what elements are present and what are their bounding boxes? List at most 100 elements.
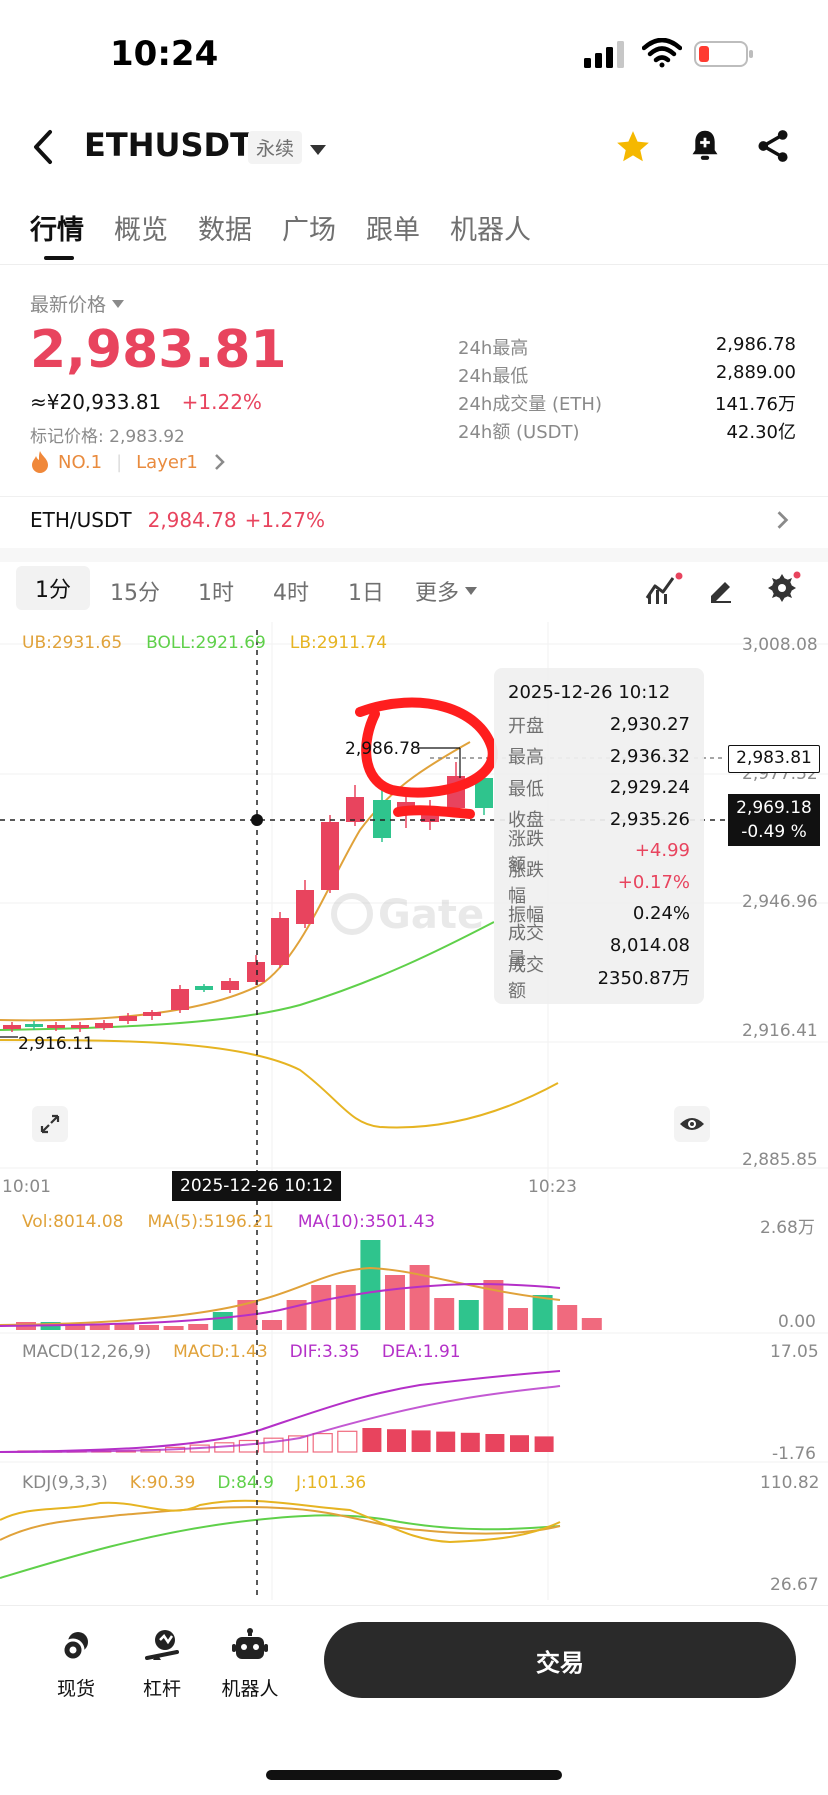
stat-value: 2,889.00	[715, 362, 796, 383]
contract-badge[interactable]: 永续	[248, 131, 303, 164]
candle-body	[373, 800, 391, 838]
tabs-divider	[0, 264, 828, 265]
visibility-eye-icon[interactable]	[674, 1106, 710, 1142]
stat-value: 2,986.78	[715, 334, 796, 355]
volume-bar	[557, 1305, 578, 1330]
timeframe-1d[interactable]: 1日	[348, 581, 384, 606]
nav-margin[interactable]: 杠杆	[134, 1628, 190, 1701]
volume-bar	[262, 1320, 282, 1330]
stat-row: 24h成交量 (ETH) 141.76万	[458, 390, 796, 418]
tooltip-row: 涨跌额 +4.99	[508, 829, 690, 876]
candle-body	[321, 822, 339, 890]
trade-button[interactable]: 交易	[324, 1622, 796, 1698]
crosshair-dot	[251, 814, 263, 826]
price-axis-label: 2,885.85	[742, 1150, 818, 1170]
volume-bar	[532, 1295, 553, 1330]
candle-body	[95, 1023, 113, 1028]
kdj-axis-top: 110.82	[760, 1473, 820, 1493]
cursor-price-tag: 2,969.18 -0.49 %	[728, 794, 820, 846]
tab-copy-trade[interactable]: 跟单	[366, 215, 420, 246]
gate-watermark-logo: Gate	[331, 892, 484, 938]
timeframe-4h[interactable]: 4时	[273, 581, 309, 606]
timeframe-1h[interactable]: 1时	[198, 581, 234, 606]
fullscreen-expand-icon[interactable]	[32, 1106, 68, 1142]
margin-leverage-icon	[145, 1630, 179, 1660]
timeframe-more[interactable]: 更多	[415, 575, 478, 607]
macd-histogram-bar	[362, 1428, 382, 1452]
symbol-dropdown-icon[interactable]	[309, 141, 327, 160]
macd-title: MACD(12,26,9)	[22, 1342, 152, 1362]
section-divider	[0, 496, 828, 497]
tooltip-value: +0.17%	[617, 871, 690, 893]
stat-label: 24h最高	[458, 338, 529, 359]
macd-histogram-bar	[238, 1439, 259, 1453]
nav-bot[interactable]: 机器人	[218, 1628, 282, 1701]
tab-market[interactable]: 行情	[30, 215, 84, 246]
rank-row[interactable]: NO.1 | Layer1	[30, 450, 226, 474]
rank-label: NO.1	[58, 451, 103, 473]
chart-settings-gear-icon[interactable]	[766, 570, 802, 608]
macd-histogram-bar	[312, 1432, 333, 1453]
tooltip-label: 成交额	[508, 954, 544, 1002]
symbol-title[interactable]: ETHUSDT	[84, 126, 252, 164]
timeframe-1m[interactable]: 1分	[16, 566, 90, 610]
bottom-nav-divider	[0, 1605, 828, 1606]
volume-ma5-line	[0, 1266, 561, 1326]
latest-price-label-row[interactable]: 最新价格	[30, 290, 125, 317]
macd-histogram-bar	[510, 1435, 529, 1452]
volume-bar	[385, 1275, 405, 1330]
stat-label: 24h成交量 (ETH)	[458, 394, 602, 415]
kline-chart[interactable]: Gate 2,986.78 2,916.11	[0, 622, 828, 1607]
spot-price: 2,984.78	[147, 508, 237, 532]
volume-bar	[434, 1298, 455, 1330]
nav-spot[interactable]: 现货	[48, 1628, 104, 1701]
nav-spot-label: 现货	[56, 1678, 95, 1700]
share-icon[interactable]	[756, 128, 790, 168]
last-price-tag: 2,983.81	[728, 745, 820, 773]
macd-dea: DEA:1.91	[381, 1342, 461, 1362]
timeframe-15m[interactable]: 15分	[110, 581, 160, 606]
macd-histogram-bar	[436, 1431, 456, 1452]
price-change: +1.22%	[181, 390, 262, 414]
tooltip-value: 2350.87万	[597, 967, 690, 989]
candle-body	[475, 778, 493, 808]
spot-pair: ETH/USDT	[30, 508, 132, 532]
tooltip-value: 2,935.26	[609, 808, 690, 830]
price-alert-bell-icon[interactable]	[688, 128, 722, 168]
volume-bar	[114, 1324, 135, 1330]
vol-ma5: MA(5):5196.21	[147, 1212, 274, 1232]
draw-tool-pencil-icon[interactable]	[706, 574, 736, 608]
macd-value: MACD:1.43	[173, 1342, 268, 1362]
macd-histogram-bar	[485, 1434, 505, 1452]
kdj-k-line	[0, 1506, 561, 1541]
time-axis-start: 10:01	[2, 1177, 51, 1197]
candle-body	[25, 1024, 43, 1027]
tooltip-value: +4.99	[634, 840, 690, 862]
section-divider	[0, 548, 828, 562]
favorite-star-icon[interactable]	[614, 128, 652, 170]
tooltip-label: 收盘	[508, 810, 544, 832]
back-button[interactable]	[28, 128, 58, 170]
status-time: 10:24	[110, 34, 219, 74]
kdj-axis-bottom: 26.67	[770, 1575, 819, 1595]
tab-bot[interactable]: 机器人	[450, 215, 531, 246]
macd-histogram-bar	[460, 1432, 480, 1452]
tab-data[interactable]: 数据	[198, 215, 252, 246]
kdj-d-line	[0, 1514, 561, 1579]
spot-price-row[interactable]: ETH/USDT 2,984.78 +1.27%	[30, 508, 325, 532]
macd-axis-top: 17.05	[770, 1342, 819, 1362]
tooltip-value: 2,929.24	[609, 777, 690, 799]
volume-bar	[483, 1280, 504, 1330]
tooltip-label: 开盘	[508, 715, 544, 737]
candle-body	[221, 981, 239, 990]
candle-body	[3, 1025, 21, 1029]
indicator-icon[interactable]	[644, 572, 684, 610]
tab-overview[interactable]: 概览	[114, 215, 168, 246]
spot-chevron-right-icon[interactable]	[776, 510, 790, 534]
tab-square[interactable]: 广场	[282, 215, 336, 246]
tooltip-label: 涨跌幅	[508, 860, 544, 908]
tooltip-value: 0.24%	[632, 903, 690, 925]
kdj-k: K:90.39	[129, 1473, 196, 1493]
macd-dif-line	[0, 1370, 561, 1453]
candle-body	[47, 1025, 65, 1028]
